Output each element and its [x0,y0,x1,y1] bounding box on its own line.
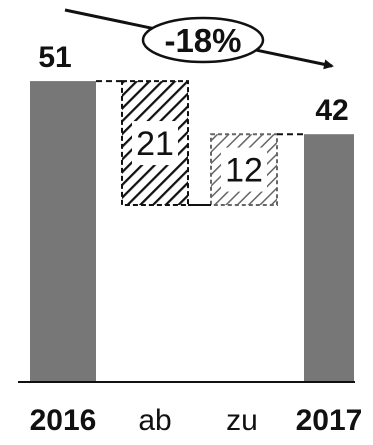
bar-2016 [30,81,96,382]
category-label-2017: 2017 [296,404,363,437]
value-box-zu [221,147,267,192]
annotation-label: -18% [164,22,241,59]
value-label-ab: 21 [136,125,174,163]
value-label-zu: 12 [225,152,263,190]
value-box-ab [132,121,178,166]
category-label-ab: ab [138,404,171,437]
category-label-zu: zu [226,404,258,437]
bar-2017 [304,134,354,382]
category-label-2016: 2016 [30,404,97,437]
value-label-2017: 42 [315,94,348,127]
annotation-ellipse [141,16,265,64]
value-label-2016: 51 [38,41,71,74]
